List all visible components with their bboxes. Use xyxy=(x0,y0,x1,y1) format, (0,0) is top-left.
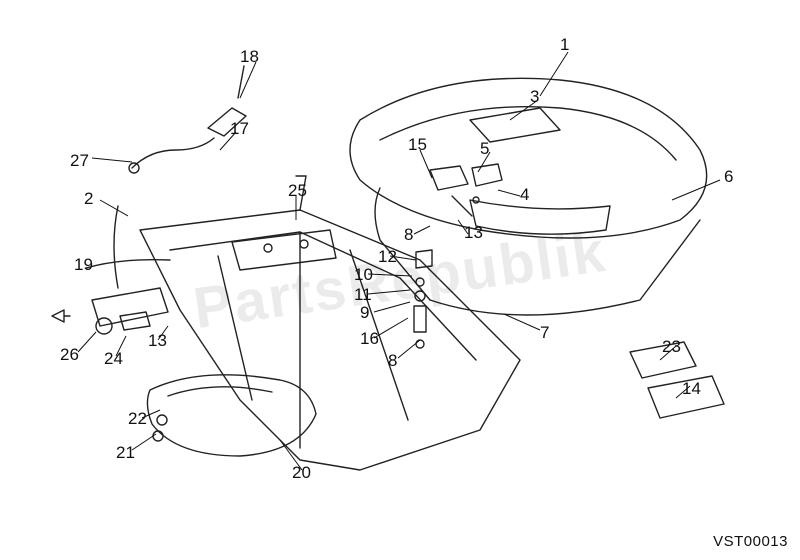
callout-8: 8 xyxy=(404,226,413,243)
callout-15: 15 xyxy=(408,136,427,153)
callout-2: 2 xyxy=(84,190,93,207)
callout-5: 5 xyxy=(480,140,489,157)
callout-13: 13 xyxy=(464,224,483,241)
callout-18: 18 xyxy=(240,48,259,65)
callout-25: 25 xyxy=(288,182,307,199)
callout-13: 13 xyxy=(148,332,167,349)
callout-1: 1 xyxy=(560,36,569,53)
callout-3: 3 xyxy=(530,88,539,105)
callout-11: 11 xyxy=(354,286,372,303)
callout-12: 12 xyxy=(378,248,397,265)
callout-10: 10 xyxy=(354,266,373,283)
callout-19: 19 xyxy=(74,256,93,273)
document-id: VST00013 xyxy=(713,533,788,550)
callout-27: 27 xyxy=(70,152,89,169)
callout-22: 22 xyxy=(128,410,147,427)
callout-17: 17 xyxy=(230,120,249,137)
callout-6: 6 xyxy=(724,168,733,185)
callout-26: 26 xyxy=(60,346,79,363)
callout-24: 24 xyxy=(104,350,123,367)
diagram-stage: PartsRepublik VST00013 11831727155622548… xyxy=(0,0,800,560)
callout-23: 23 xyxy=(662,338,681,355)
callout-21: 21 xyxy=(116,444,135,461)
callout-14: 14 xyxy=(682,380,701,397)
parts-linework xyxy=(0,0,800,560)
callout-4: 4 xyxy=(520,186,529,203)
callout-8: 8 xyxy=(388,352,397,369)
callout-7: 7 xyxy=(540,324,549,341)
callout-9: 9 xyxy=(360,304,369,321)
callout-20: 20 xyxy=(292,464,311,481)
callout-16: 16 xyxy=(360,330,379,347)
